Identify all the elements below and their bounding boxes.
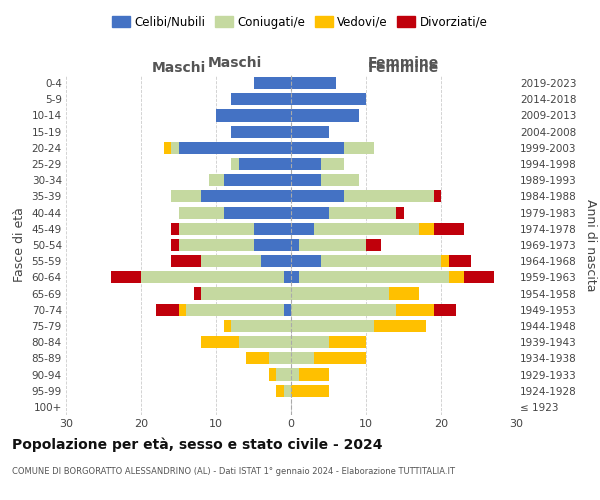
Bar xyxy=(141,272,284,283)
Bar xyxy=(269,352,291,364)
Bar xyxy=(291,174,321,186)
Text: Femmine: Femmine xyxy=(368,56,439,70)
Bar xyxy=(171,190,201,202)
Y-axis label: Fasce di età: Fasce di età xyxy=(13,208,26,282)
Bar xyxy=(269,368,276,380)
Bar xyxy=(291,320,373,332)
Bar xyxy=(291,304,396,316)
Bar xyxy=(291,222,314,235)
Text: Maschi: Maschi xyxy=(151,61,206,75)
Bar xyxy=(291,190,343,202)
Bar xyxy=(171,255,201,268)
Bar xyxy=(186,304,284,316)
Bar xyxy=(366,239,381,251)
Bar xyxy=(343,190,433,202)
Bar xyxy=(246,352,269,364)
Bar xyxy=(299,272,449,283)
Bar xyxy=(329,206,396,218)
Bar xyxy=(321,174,359,186)
Bar xyxy=(449,272,464,283)
Bar xyxy=(321,255,441,268)
Bar xyxy=(231,126,291,138)
Bar xyxy=(111,272,141,283)
Bar xyxy=(284,272,291,283)
Bar xyxy=(276,368,291,380)
Bar xyxy=(291,206,329,218)
Bar xyxy=(291,352,314,364)
Bar xyxy=(209,174,223,186)
Text: Popolazione per età, sesso e stato civile - 2024: Popolazione per età, sesso e stato civil… xyxy=(12,438,383,452)
Text: Femmine: Femmine xyxy=(368,61,439,75)
Bar xyxy=(291,126,329,138)
Bar xyxy=(299,368,329,380)
Text: Maschi: Maschi xyxy=(208,56,262,70)
Bar xyxy=(223,320,231,332)
Bar xyxy=(163,142,171,154)
Bar xyxy=(179,222,254,235)
Bar xyxy=(171,239,179,251)
Bar xyxy=(291,288,389,300)
Bar xyxy=(291,110,359,122)
Bar xyxy=(284,304,291,316)
Bar xyxy=(239,336,291,348)
Bar xyxy=(291,142,343,154)
Bar xyxy=(419,222,433,235)
Bar xyxy=(291,93,366,106)
Bar xyxy=(179,239,254,251)
Bar xyxy=(231,93,291,106)
Bar xyxy=(201,288,291,300)
Bar xyxy=(441,255,449,268)
Legend: Celibi/Nubili, Coniugati/e, Vedovi/e, Divorziati/e: Celibi/Nubili, Coniugati/e, Vedovi/e, Di… xyxy=(107,11,493,34)
Bar xyxy=(314,352,366,364)
Bar xyxy=(291,368,299,380)
Bar xyxy=(373,320,426,332)
Bar xyxy=(261,255,291,268)
Bar xyxy=(449,255,471,268)
Bar xyxy=(396,304,433,316)
Bar xyxy=(201,336,239,348)
Bar xyxy=(291,77,336,89)
Bar xyxy=(329,336,366,348)
Bar xyxy=(433,222,464,235)
Bar xyxy=(314,222,419,235)
Bar xyxy=(231,158,239,170)
Bar xyxy=(201,255,261,268)
Bar xyxy=(291,158,321,170)
Bar xyxy=(276,384,284,397)
Bar xyxy=(291,272,299,283)
Bar xyxy=(291,384,329,397)
Bar xyxy=(433,190,441,202)
Bar xyxy=(179,206,223,218)
Bar xyxy=(299,239,366,251)
Bar xyxy=(433,304,456,316)
Bar xyxy=(291,255,321,268)
Bar xyxy=(216,110,291,122)
Bar xyxy=(223,174,291,186)
Bar xyxy=(223,206,291,218)
Bar xyxy=(321,158,343,170)
Bar xyxy=(284,384,291,397)
Bar xyxy=(291,336,329,348)
Bar xyxy=(179,142,291,154)
Bar xyxy=(171,222,179,235)
Bar xyxy=(193,288,201,300)
Bar xyxy=(201,190,291,202)
Bar xyxy=(254,239,291,251)
Bar xyxy=(291,239,299,251)
Bar xyxy=(254,77,291,89)
Bar xyxy=(389,288,419,300)
Bar xyxy=(464,272,493,283)
Bar xyxy=(179,304,186,316)
Bar xyxy=(343,142,373,154)
Bar xyxy=(254,222,291,235)
Bar xyxy=(396,206,404,218)
Bar xyxy=(156,304,179,316)
Y-axis label: Anni di nascita: Anni di nascita xyxy=(584,198,597,291)
Text: COMUNE DI BORGORATTO ALESSANDRINO (AL) - Dati ISTAT 1° gennaio 2024 - Elaborazio: COMUNE DI BORGORATTO ALESSANDRINO (AL) -… xyxy=(12,468,455,476)
Bar xyxy=(231,320,291,332)
Bar xyxy=(239,158,291,170)
Bar xyxy=(171,142,179,154)
